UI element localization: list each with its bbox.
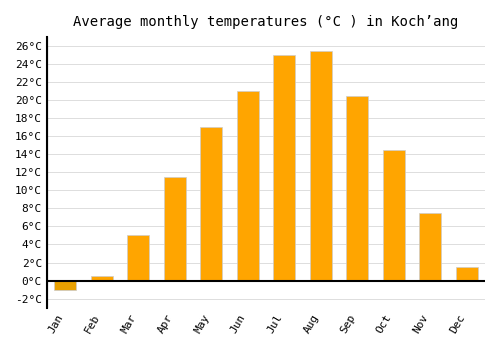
Bar bbox=[164, 177, 186, 281]
Bar bbox=[236, 91, 258, 281]
Bar bbox=[456, 267, 477, 281]
Bar bbox=[346, 96, 368, 281]
Bar bbox=[90, 276, 112, 281]
Title: Average monthly temperatures (°C ) in Koch’ang: Average monthly temperatures (°C ) in Ko… bbox=[74, 15, 458, 29]
Bar bbox=[273, 55, 295, 281]
Bar bbox=[310, 51, 332, 281]
Bar bbox=[383, 150, 404, 281]
Bar bbox=[200, 127, 222, 281]
Bar bbox=[420, 213, 441, 281]
Bar bbox=[54, 281, 76, 289]
Bar bbox=[127, 236, 149, 281]
